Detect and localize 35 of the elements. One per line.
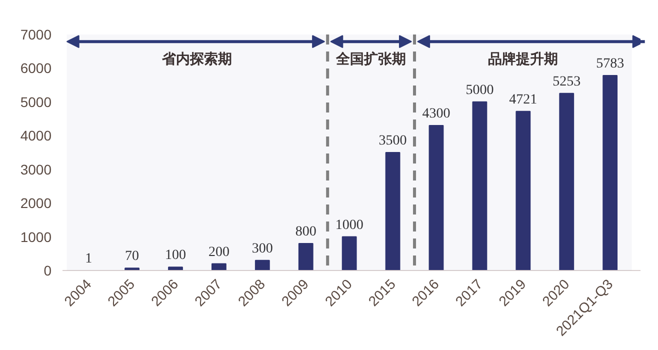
bar — [254, 260, 270, 270]
band-label: 省内探索期 — [161, 52, 232, 68]
y-tick-label: 3000 — [20, 161, 52, 178]
bar — [472, 101, 488, 270]
data-label: 1 — [85, 251, 92, 266]
data-label: 200 — [208, 244, 230, 260]
y-tick-label: 1000 — [20, 228, 52, 245]
bar — [602, 75, 618, 270]
y-tick-label: 5000 — [20, 94, 52, 110]
data-label: 3500 — [378, 134, 407, 148]
y-tick-label: 4000 — [20, 128, 52, 144]
bar — [342, 236, 357, 270]
y-tick-label: 2000 — [20, 195, 52, 212]
data-label: 800 — [295, 224, 316, 240]
y-tick-label: 0 — [44, 262, 52, 278]
y-tick-label: 6000 — [20, 60, 52, 76]
data-label: 1000 — [335, 218, 364, 233]
data-label: 100 — [164, 248, 186, 264]
bar — [212, 263, 226, 270]
bar — [168, 266, 183, 270]
bar — [428, 125, 444, 270]
data-label: 70 — [125, 249, 140, 264]
bar — [298, 243, 314, 270]
data-label: 4300 — [422, 106, 450, 122]
data-label: 4721 — [509, 92, 538, 108]
data-label: 300 — [252, 241, 273, 256]
data-label: 5253 — [552, 74, 581, 90]
band-label: 全国扩张期 — [335, 50, 406, 68]
bar — [516, 110, 531, 270]
y-tick-label: 7000 — [20, 26, 52, 42]
bar — [385, 152, 400, 270]
data-label: 5783 — [596, 56, 624, 72]
data-label: 5000 — [466, 82, 494, 98]
band-label: 品牌提升期 — [488, 50, 558, 68]
bar — [559, 92, 574, 270]
